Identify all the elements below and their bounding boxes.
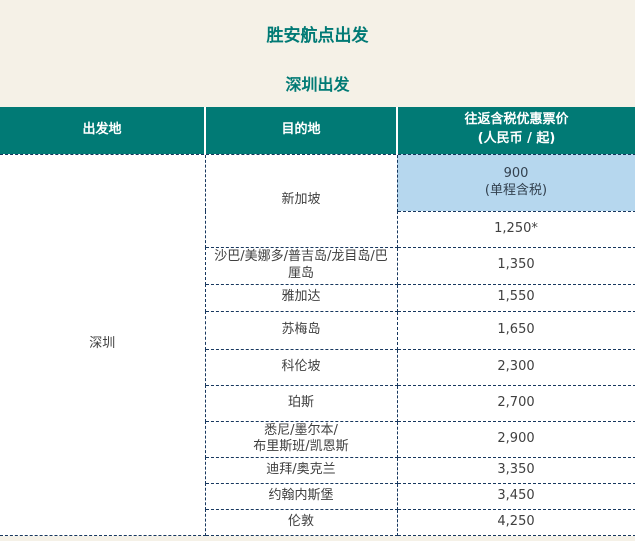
column-header-origin: 出发地 [0,107,205,155]
table-row: 雅加达 1,550 [0,283,635,312]
table-row: 迪拜/奥克兰 3,350 [0,457,635,485]
price-cell: 900 (单程含税) [396,153,635,212]
page-subtitle: 深圳出发 [285,75,350,94]
fares-table-header: 出发地 目的地 往返含税优惠票价 (人民币 / 起) [0,107,635,155]
price-cell: 2,700 [396,384,635,422]
destination-cell: 苏梅岛 [204,310,398,350]
price-cell: 1,550 [396,283,635,312]
table-row: 伦敦 4,250 [0,509,635,537]
destination-cell: 迪拜/奥克兰 [204,457,398,485]
price-cell: 4,250 [396,509,635,537]
price-cell: 1,350 [396,246,635,285]
destination-cell: 珀斯 [204,384,398,422]
destination-cell: 伦敦 [204,509,398,537]
price-cell: 1,650 [396,310,635,350]
price-cell: 2,900 [396,420,635,459]
price-cell: 1,250* [396,210,635,248]
column-header-destination: 目的地 [204,107,397,155]
fares-table-body: 深圳 新加坡 900 (单程含税) 1,250* 沙巴/美娜多/普吉岛/龙目岛/巴厘岛 1… [0,153,635,537]
column-header-price: 往返含税优惠票价 (人民币 / 起) [396,107,635,155]
price-cell: 3,350 [396,457,635,485]
origin-cell: 深圳 [0,153,206,537]
table-row: 沙巴/美娜多/普吉岛/龙目岛/巴厘岛 1,350 [0,246,635,285]
destination-cell: 悉尼/墨尔本/ 布里斯班/凯恩斯 [204,420,398,459]
table-row: 悉尼/墨尔本/ 布里斯班/凯恩斯 2,900 [0,420,635,459]
fares-table: 出发地 目的地 往返含税优惠票价 (人民币 / 起) 深圳 新加坡 900 (单程含… [0,107,635,537]
destination-cell: 科伦坡 [204,348,398,386]
destination-cell: 沙巴/美娜多/普吉岛/龙目岛/巴厘岛 [204,246,398,285]
destination-cell: 约翰内斯堡 [204,483,398,511]
destination-cell: 雅加达 [204,283,398,312]
table-row: 科伦坡 2,300 [0,348,635,386]
price-cell: 3,450 [396,483,635,511]
destination-cell: 新加坡 [204,153,398,248]
price-cell: 2,300 [396,348,635,386]
table-row: 珀斯 2,700 [0,384,635,422]
header-row: 出发地 目的地 往返含税优惠票价 (人民币 / 起) [0,107,635,155]
table-row: 深圳 新加坡 900 (单程含税) [0,153,635,537]
page-header: 胜安航点出发 深圳出发 [0,0,635,95]
table-row: 1,250* [0,210,635,248]
page-title: 胜安航点出发 [266,26,369,46]
